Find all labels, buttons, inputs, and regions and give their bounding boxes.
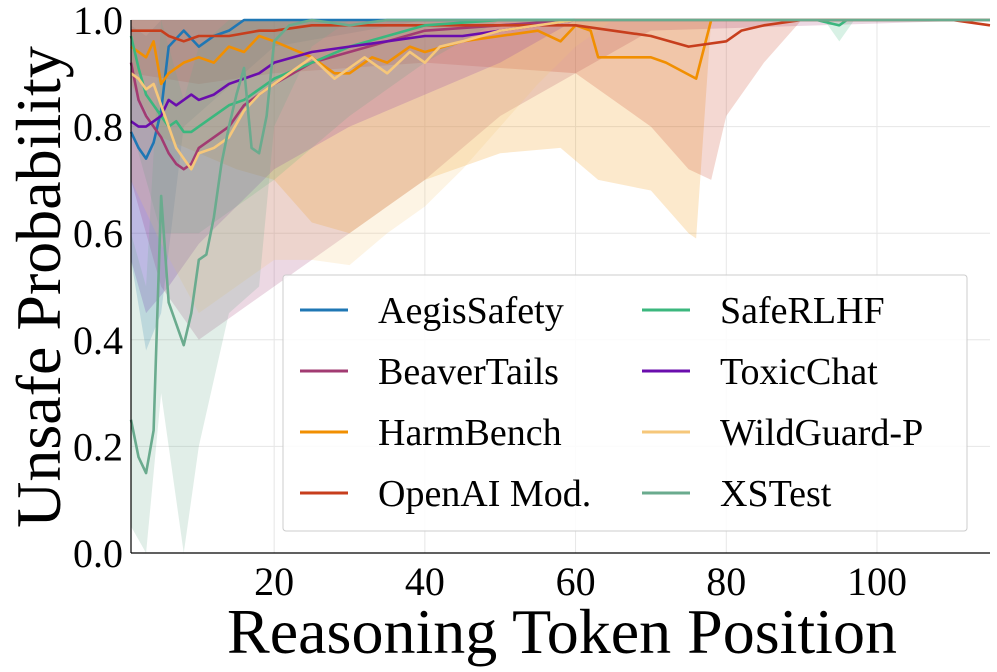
x-tick-label: 20	[254, 559, 294, 604]
band-wildguard-p	[131, 20, 990, 314]
x-tick-label: 40	[405, 559, 445, 604]
y-tick-label: 0.2	[73, 424, 123, 469]
legend-label-toxicchat: ToxicChat	[720, 351, 878, 393]
line-xstest	[129, 18, 990, 475]
x-tick-label: 80	[706, 559, 746, 604]
band-toxicchat	[131, 20, 990, 314]
band-openai-mod	[131, 20, 990, 180]
line-toxicchat	[130, 18, 990, 128]
x-tick-label: 100	[847, 559, 907, 604]
legend-label-aegissafety: AegisSafety	[378, 290, 564, 332]
y-tick-label: 0.4	[73, 318, 123, 363]
legend-label-harmbench: HarmBench	[378, 412, 562, 454]
legend-label-xstest: XSTest	[720, 473, 832, 515]
band-aegissafety	[131, 20, 990, 351]
band-xstest	[131, 20, 990, 553]
series-lines	[129, 18, 991, 475]
line-wildguard-p	[130, 18, 990, 171]
y-tick-label: 0.8	[73, 105, 123, 150]
y-axis-title: Unsafe Probability	[3, 46, 74, 528]
tick-labels: 0.0 0.2 0.4 0.6 0.8 1.0 20 40 60 80 100	[73, 0, 907, 604]
x-axis-title: Reasoning Token Position	[227, 596, 897, 667]
y-tick-label: 1.0	[73, 0, 123, 43]
band-harmbench	[131, 20, 990, 239]
y-tick-label: 0.6	[73, 211, 123, 256]
axes	[130, 20, 990, 554]
legend-label-wildguard-p: WildGuard-P	[720, 412, 923, 454]
legend-label-openai-mod: OpenAI Mod.	[378, 473, 591, 515]
legend: AegisSafety BeaverTails HarmBench OpenAI Mo…	[282, 274, 968, 532]
line-openai-mod	[131, 18, 991, 48]
band-beavertails	[131, 20, 990, 340]
legend-frame	[282, 274, 968, 532]
x-tick-label: 60	[556, 559, 596, 604]
legend-label-saferlhf: SafeRLHF	[720, 290, 885, 332]
y-tick-label: 0.0	[73, 531, 123, 576]
legend-label-beavertails: BeaverTails	[378, 351, 559, 393]
line-harmbench	[130, 18, 990, 86]
